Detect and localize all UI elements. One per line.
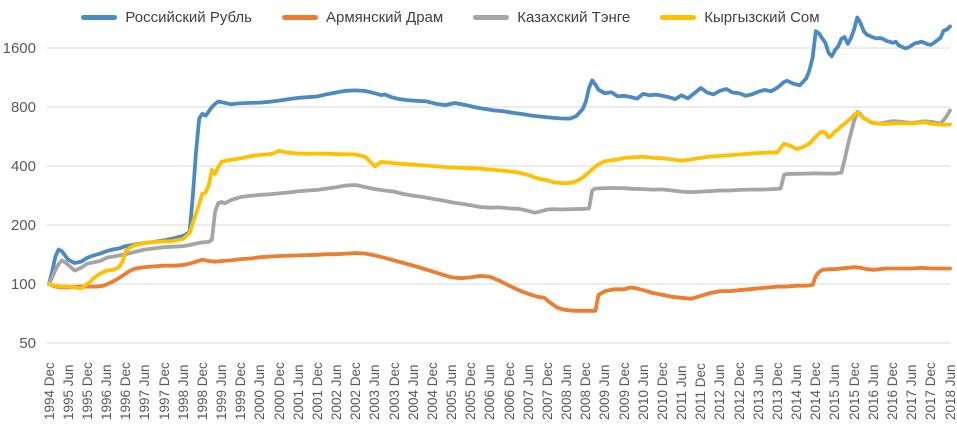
series-line-rub (47, 15, 952, 286)
x-axis-tick-label: 2007 Jun (520, 364, 536, 420)
legend-item-rub: Российский Рубль (81, 9, 252, 26)
x-axis-tick-label: 2011 Dec (693, 363, 709, 420)
x-axis-tick-label: 2018 Jun (942, 364, 957, 420)
x-axis-tick-label: 2013 Jun (750, 364, 766, 420)
x-axis-tick-label: 1995 Jun (60, 364, 76, 420)
legend-label-kgs: Кыргызский Сом (704, 9, 820, 26)
x-axis-tick-label: 2016 Jun (865, 364, 881, 420)
y-axis-tick-label: 100 (10, 275, 36, 293)
x-axis-tick-label: 2005 Dec (463, 362, 479, 420)
x-axis-tick-label: 2008 Dec (578, 362, 594, 420)
x-axis-tick-label: 2015 Dec (846, 362, 862, 420)
x-axis-tick-label: 2015 Jun (827, 364, 843, 420)
x-axis-tick-label: 2005 Jun (444, 364, 460, 420)
x-axis-tick-label: 2006 Dec (501, 362, 517, 420)
x-axis-tick-label: 1996 Jun (99, 364, 114, 420)
x-axis-tick-label: 2011 Jun (674, 365, 690, 420)
x-axis-tick-label: 1999 Jun (214, 364, 230, 420)
series-line-kzt (47, 108, 952, 286)
x-axis-tick-label: 2001 Dec (309, 362, 325, 420)
legend-item-kgs: Кыргызский Сом (660, 9, 820, 26)
legend-label-kzt: Казахский Тэнге (517, 9, 631, 26)
x-axis-tick-label: 1997 Dec (156, 362, 172, 420)
x-axis-tick-label: 2000 Jun (252, 364, 268, 420)
x-axis-tick-label: 2016 Dec (884, 362, 900, 420)
x-axis-tick-label: 1997 Jun (137, 364, 153, 420)
x-axis-tick-label: 2004 Jun (405, 364, 421, 420)
legend-swatch-kgs (660, 15, 697, 20)
x-axis-tick-label: 1996 Dec (118, 362, 134, 420)
x-axis-tick-label: 2006 Jun (482, 364, 498, 420)
series-line-kgs (47, 110, 952, 291)
legend-label-rub: Российский Рубль (125, 9, 252, 26)
x-axis-tick-label: 2000 Dec (271, 362, 287, 420)
x-axis-tick-label: 1998 Dec (194, 362, 210, 420)
x-axis-tick-label: 2013 Dec (769, 362, 785, 420)
y-axis-tick-label: 1600 (2, 39, 36, 57)
x-axis-tick-label: 2012 Dec (731, 362, 747, 420)
x-axis-tick-label: 1999 Dec (233, 362, 249, 420)
x-axis-tick-label: 2009 Jun (597, 364, 613, 420)
x-axis-tick-label: 2003 Dec (386, 362, 402, 420)
x-axis-tick-label: 1998 Jun (175, 364, 191, 420)
x-axis-tick-label: 2002 Dec (348, 362, 364, 420)
legend-swatch-kzt (473, 15, 510, 20)
y-axis-tick-label: 200 (10, 216, 36, 234)
x-axis-tick-label: 2007 Dec (539, 362, 555, 420)
series-line-amd (47, 251, 952, 313)
x-axis-tick-label: 1994 Dec (41, 362, 57, 420)
legend-swatch-amd (282, 15, 318, 20)
x-axis-tick-label: 2014 Jun (789, 364, 805, 420)
x-axis-tick-label: 2010 Dec (654, 362, 670, 420)
legend-item-kzt: Казахский Тэнге (473, 9, 630, 26)
y-axis-tick-label: 800 (10, 98, 36, 116)
x-axis-tick-label: 2003 Jun (367, 364, 383, 420)
x-axis-tick-label: 2017 Jun (904, 364, 920, 420)
x-axis-tick-label: 2001 Jun (290, 364, 306, 420)
x-axis-tick-label: 2017 Dec (923, 362, 939, 420)
x-axis-tick-label: 2004 Dec (424, 362, 440, 420)
legend-label-amd: Армянский Драм (326, 9, 444, 26)
y-axis-tick-label: 400 (10, 157, 36, 175)
chart-legend: Российский Рубль Армянский Драм Казахский … (0, 9, 957, 26)
legend-item-amd: Армянский Драм (282, 9, 443, 26)
x-axis-tick-label: 2008 Jun (559, 364, 575, 420)
x-axis-tick-label: 2012 Jun (712, 364, 728, 420)
x-axis-tick-label: 2002 Jun (329, 364, 345, 420)
x-axis-tick-label: 2009 Dec (616, 362, 632, 420)
y-axis-tick-label: 50 (19, 334, 36, 352)
x-axis-tick-label: 1995 Dec (79, 362, 95, 420)
x-axis-tick-label: 2014 Dec (808, 362, 824, 420)
legend-swatch-rub (81, 15, 118, 20)
x-axis-tick-label: 2010 Jun (635, 364, 651, 420)
